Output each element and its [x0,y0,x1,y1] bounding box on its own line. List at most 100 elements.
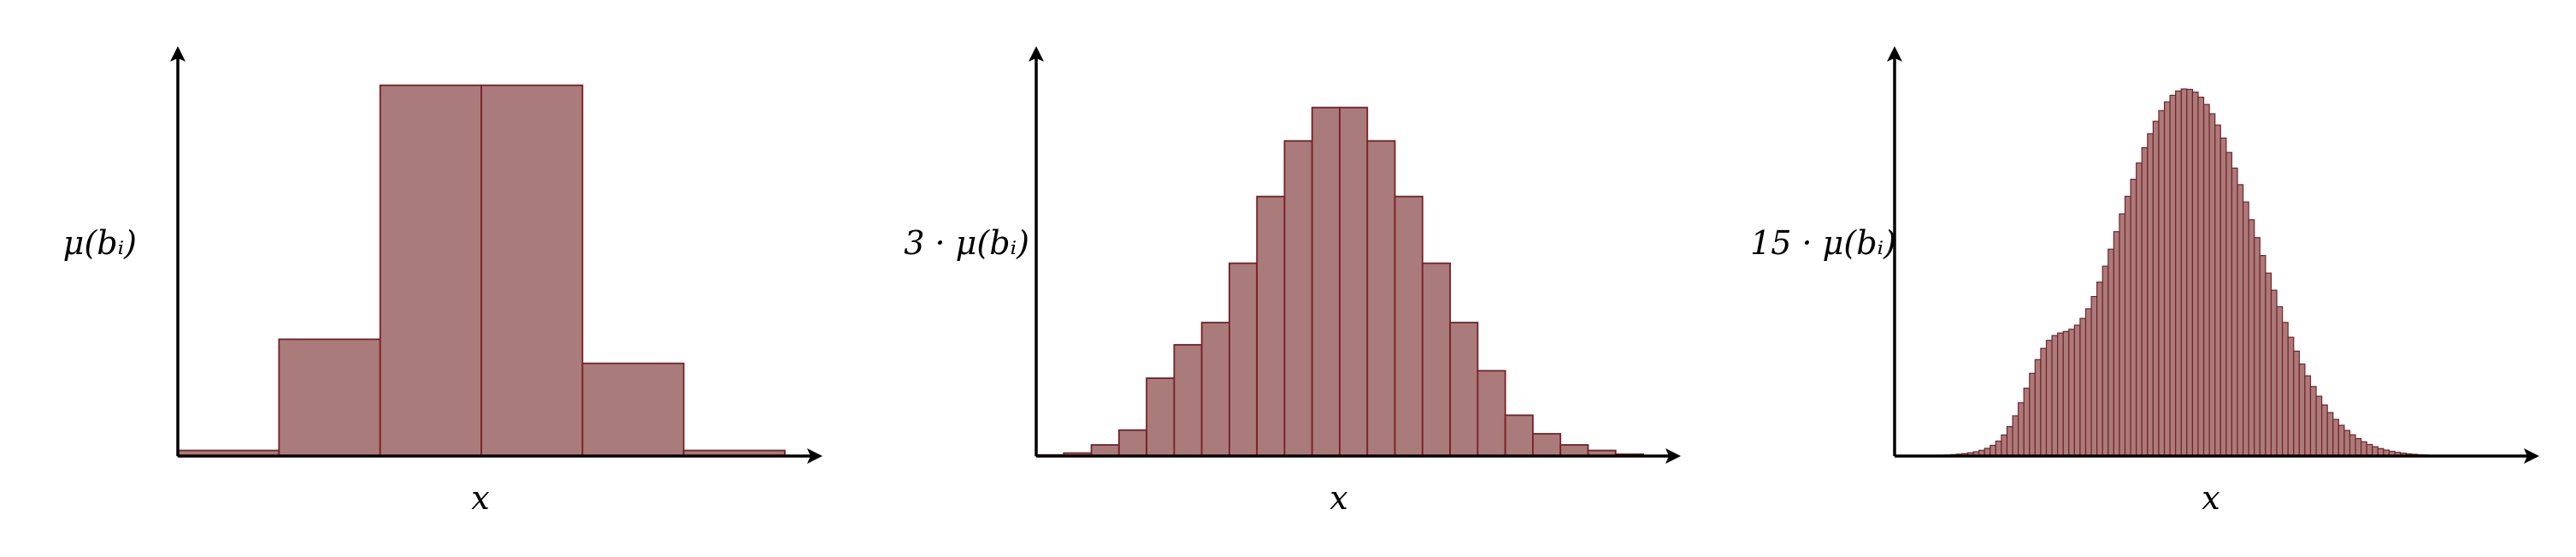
histogram-bar [2051,335,2059,457]
histogram-bar [1200,322,1230,457]
histogram-bar [1559,444,1589,457]
histogram-bar [1477,370,1506,457]
histogram-bar [1146,377,1176,457]
histogram-bar [1090,444,1120,457]
histogram-bar [1366,139,1396,457]
histogram-bar [2214,124,2221,457]
histogram-bar [2231,167,2238,457]
histogram-bar [2034,358,2042,457]
histogram-bar [2163,101,2171,457]
histogram-bar [2219,137,2227,457]
histogram-bar [1421,262,1451,457]
histogram-bar [2282,322,2289,457]
histogram-bar [2169,94,2177,457]
histogram-bar [2337,424,2345,457]
histogram-bar [2225,151,2233,457]
x-axis-label: x [1329,479,1348,517]
histogram-bar [2090,295,2098,457]
axes-group [1029,46,1681,464]
histogram-bar [2130,178,2137,457]
histogram-bar [2248,219,2255,457]
histogram-bar [1394,195,1424,457]
histogram-bar [1117,429,1147,457]
histogram-panel-fine-bins: 15 · μ(bᵢ) x [1717,0,2575,557]
x-axis-label: x [471,479,490,517]
histogram-bar [2180,88,2188,457]
histogram-bar [2136,162,2143,457]
histogram-bar [1256,195,1286,457]
histogram-bar [2113,231,2120,457]
histogram-bar [1339,106,1369,457]
axes-group [1887,46,2539,464]
histogram-bar [2242,201,2249,457]
histogram-bar [2332,418,2339,457]
histogram-bar [2265,272,2272,457]
y-axis-arrowhead [1029,46,1044,62]
axes-group [170,46,822,464]
histogram-bar [2079,317,2087,457]
histogram-bar [2040,347,2048,457]
histogram-bar [2259,255,2267,457]
x-axis-arrowhead [2524,448,2539,464]
histogram-bar [2018,402,2025,457]
histogram-bar [2068,329,2075,457]
x-axis-arrowhead [1665,448,1681,464]
histogram-bar [2084,308,2092,457]
histogram-bar [2276,305,2284,457]
histogram-panel-6-bins: μ(bᵢ) x [0,0,858,557]
histogram-bar [2349,434,2356,457]
histogram-bar [2006,425,2013,457]
y-axis-arrowhead [170,46,186,62]
y-axis-label: μ(bᵢ) [62,224,137,262]
histogram-bar [2202,104,2210,457]
histogram-chart-1 [170,46,822,464]
histogram-bar [2270,289,2278,457]
histogram-bar [1283,139,1313,457]
histogram-bar [1449,322,1479,457]
histogram-bar [2101,265,2109,457]
histogram-panel-22-bins: 3 · μ(bᵢ) x [858,0,1717,557]
histogram-bar [2343,430,2351,457]
histogram-bar [2287,336,2295,457]
histogram-bar [2001,434,2008,457]
histogram-bar [2366,443,2373,457]
histogram-bar [2029,372,2036,457]
histogram-bar [2355,438,2362,457]
histogram-bar [2315,395,2323,457]
histogram-bar [2107,248,2114,457]
histogram-bar [2326,412,2334,457]
histogram-chart-3 [1887,46,2539,464]
histogram-bar [2152,121,2160,457]
histogram-bar [2197,96,2205,457]
histogram-bar [2321,404,2328,457]
bars-group [1894,88,2502,457]
histogram-chart-2 [1029,46,1681,464]
histogram-bar [2141,147,2149,457]
histogram-bar [2191,92,2199,457]
histogram-bar [1504,414,1534,457]
histogram-bar [480,84,584,457]
histogram-bar [1995,440,2002,457]
histogram-bar [2147,133,2154,457]
histogram-bar [2045,340,2053,457]
x-axis-arrowhead [807,448,822,464]
histogram-bar [2057,332,2064,457]
y-axis-label: 3 · μ(bᵢ) [904,224,1029,262]
histogram-bar [2208,113,2216,457]
histogram-bar [2012,415,2019,457]
bars-group [177,84,786,457]
y-axis-label: 15 · μ(bᵢ) [1750,224,1896,262]
histogram-bar [2073,324,2081,457]
histogram-bar [379,84,482,457]
histogram-bar [2062,330,2070,457]
histogram-bar [2304,375,2312,457]
histogram-bar [1229,262,1259,457]
histogram-bar [2254,237,2261,457]
histogram-bar [2309,386,2317,457]
histogram-bar [2175,90,2182,457]
histogram-bar [278,338,381,457]
histogram-bar [1173,344,1203,457]
histogram-bar [2298,363,2306,457]
histogram-bar [2096,281,2103,457]
y-axis-arrowhead [1887,46,1902,62]
